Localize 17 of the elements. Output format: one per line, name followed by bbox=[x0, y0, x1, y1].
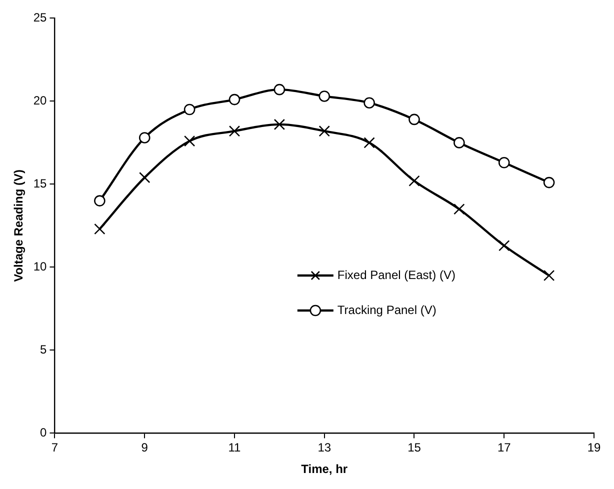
y-tick-label: 20 bbox=[33, 94, 48, 108]
x-tick-label: 7 bbox=[51, 440, 58, 455]
x-axis-title: Time, hr bbox=[301, 462, 348, 476]
y-tick-label: 10 bbox=[33, 260, 48, 274]
x-tick-label: 9 bbox=[141, 440, 148, 455]
y-tick-label: 5 bbox=[40, 342, 48, 357]
x-tick-label: 19 bbox=[587, 440, 601, 455]
y-tick-label: 25 bbox=[33, 10, 48, 25]
y-tick-label: 15 bbox=[33, 176, 48, 191]
x-tick-label: 17 bbox=[497, 440, 512, 455]
x-tick-label: 11 bbox=[228, 440, 242, 455]
legend-label: Tracking Panel (V) bbox=[337, 302, 436, 317]
y-tick-label: 0 bbox=[40, 426, 48, 440]
x-tick-label: 13 bbox=[318, 440, 332, 455]
x-tick-label: 15 bbox=[408, 440, 422, 455]
legend-label: Fixed Panel (East) (V) bbox=[337, 268, 456, 282]
y-axis-title: Voltage Reading (V) bbox=[12, 169, 26, 282]
